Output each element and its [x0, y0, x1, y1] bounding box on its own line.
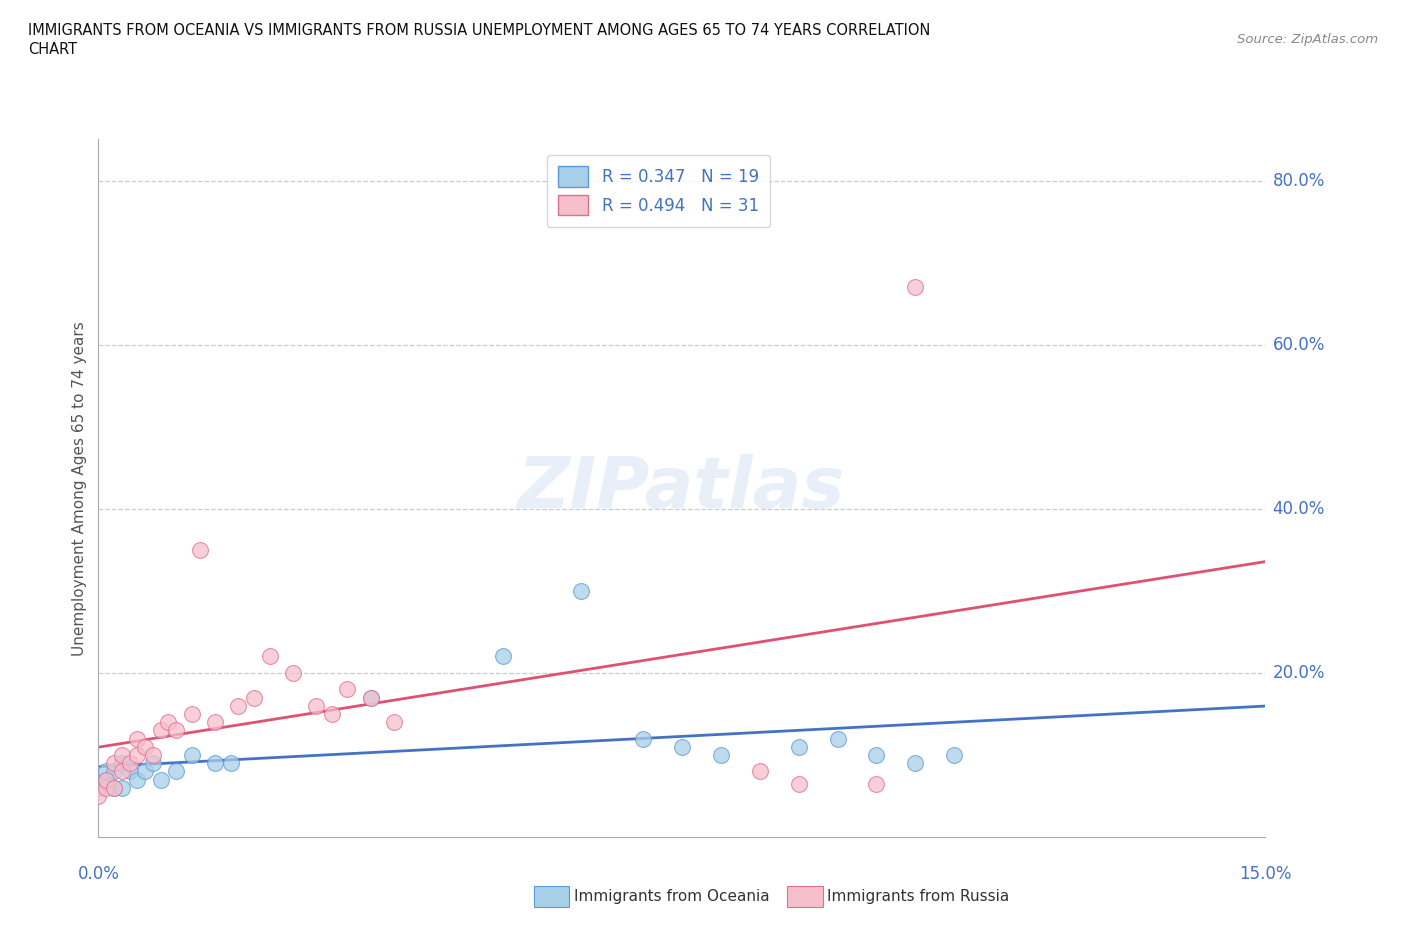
- Text: 40.0%: 40.0%: [1272, 499, 1324, 518]
- Point: [134, 739, 156, 754]
- Text: 15.0%: 15.0%: [1239, 865, 1292, 883]
- Point: [96, 780, 118, 795]
- Point: [149, 772, 172, 787]
- Point: [787, 777, 810, 791]
- Point: [142, 748, 165, 763]
- Point: [111, 780, 134, 795]
- Point: [904, 756, 927, 771]
- Text: Source: ZipAtlas.com: Source: ZipAtlas.com: [1237, 33, 1378, 46]
- Text: Immigrants from Oceania: Immigrants from Oceania: [574, 889, 769, 904]
- Point: [96, 764, 118, 778]
- Point: [243, 690, 266, 705]
- Point: [96, 772, 118, 787]
- Y-axis label: Unemployment Among Ages 65 to 74 years: Unemployment Among Ages 65 to 74 years: [72, 321, 87, 656]
- Text: ZIPatlas: ZIPatlas: [519, 454, 845, 523]
- Point: [157, 714, 180, 729]
- Point: [259, 649, 281, 664]
- Point: [569, 583, 592, 598]
- Point: [748, 764, 770, 778]
- Point: [127, 731, 149, 746]
- Point: [127, 748, 149, 763]
- Point: [103, 780, 125, 795]
- Point: [118, 756, 141, 771]
- Point: [180, 707, 202, 722]
- Point: [827, 731, 849, 746]
- Point: [127, 772, 149, 787]
- Point: [87, 780, 110, 795]
- Point: [118, 764, 141, 778]
- Point: [142, 756, 165, 771]
- Point: [228, 698, 250, 713]
- Text: IMMIGRANTS FROM OCEANIA VS IMMIGRANTS FROM RUSSIA UNEMPLOYMENT AMONG AGES 65 TO : IMMIGRANTS FROM OCEANIA VS IMMIGRANTS FR…: [28, 23, 931, 38]
- Point: [321, 707, 343, 722]
- Text: 80.0%: 80.0%: [1272, 171, 1324, 190]
- Point: [204, 714, 226, 729]
- Point: [382, 714, 405, 729]
- Point: [134, 764, 156, 778]
- Text: 20.0%: 20.0%: [1272, 664, 1324, 682]
- Legend: R = 0.347   N = 19, R = 0.494   N = 31: R = 0.347 N = 19, R = 0.494 N = 31: [547, 154, 770, 227]
- Point: [360, 690, 382, 705]
- Point: [188, 542, 211, 557]
- Point: [111, 748, 134, 763]
- Point: [180, 748, 202, 763]
- Point: [96, 772, 118, 787]
- Text: 60.0%: 60.0%: [1272, 336, 1324, 353]
- Point: [943, 748, 966, 763]
- Point: [671, 739, 693, 754]
- Text: Immigrants from Russia: Immigrants from Russia: [827, 889, 1010, 904]
- Point: [103, 780, 125, 795]
- Point: [111, 764, 134, 778]
- Point: [305, 698, 328, 713]
- Point: [219, 756, 242, 771]
- Point: [492, 649, 515, 664]
- Point: [204, 756, 226, 771]
- Point: [281, 666, 304, 681]
- Text: CHART: CHART: [28, 42, 77, 57]
- Point: [904, 280, 927, 295]
- Point: [865, 748, 887, 763]
- Point: [111, 756, 134, 771]
- Point: [336, 682, 359, 697]
- Point: [360, 690, 382, 705]
- Point: [710, 748, 733, 763]
- Point: [103, 756, 125, 771]
- Point: [787, 739, 810, 754]
- Point: [631, 731, 654, 746]
- Point: [165, 764, 187, 778]
- Point: [103, 764, 125, 778]
- Point: [165, 723, 187, 737]
- Point: [149, 723, 172, 737]
- Point: [865, 777, 887, 791]
- Text: 0.0%: 0.0%: [77, 865, 120, 883]
- Point: [87, 789, 110, 804]
